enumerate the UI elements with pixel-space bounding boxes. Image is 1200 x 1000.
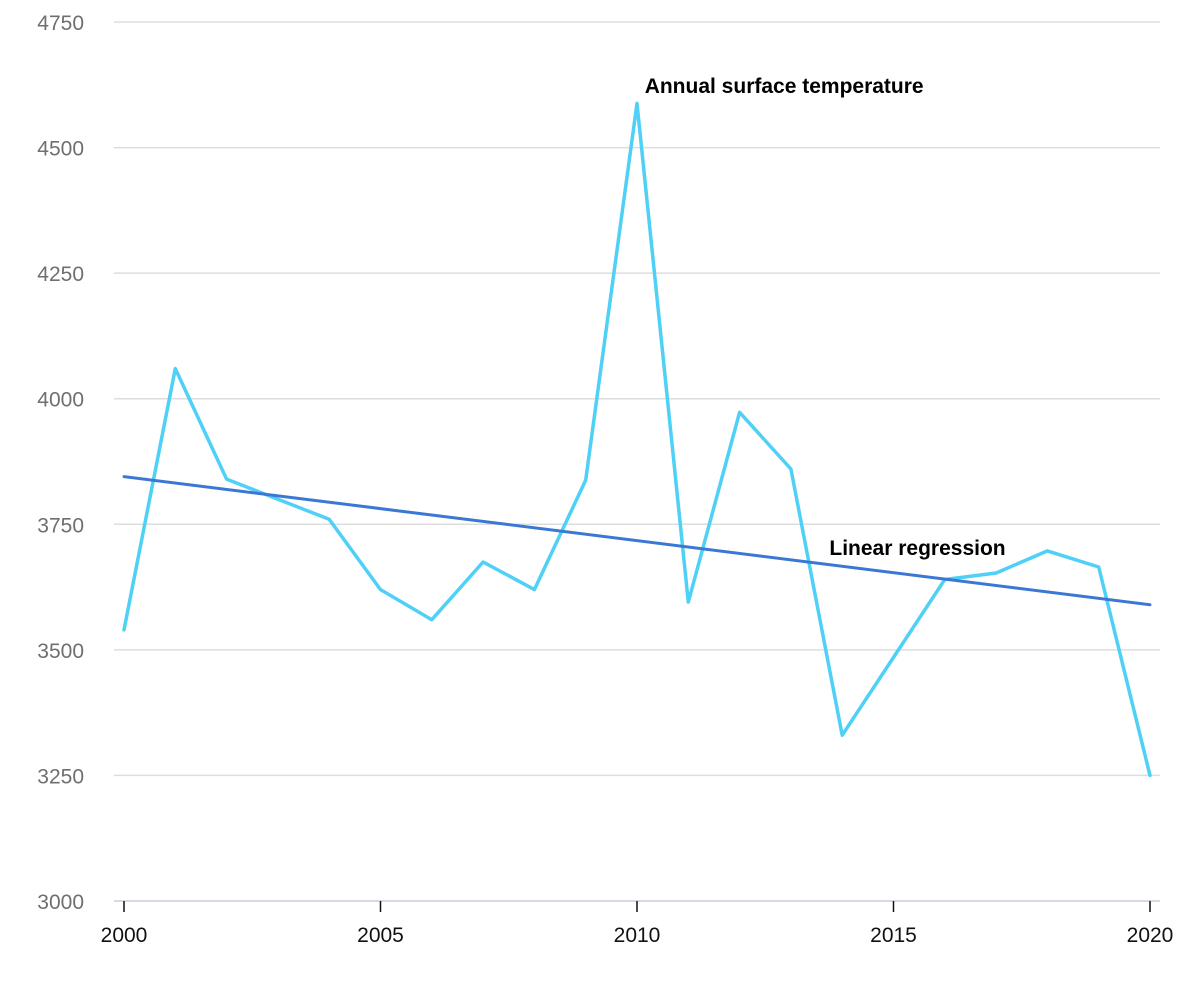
series-label-linear-regression: Linear regression <box>829 537 1005 560</box>
x-tick-label-2000: 2000 <box>101 924 148 947</box>
y-tick-label-3750: 3750 <box>37 514 84 537</box>
series-line-linear-regression <box>122 475 1152 607</box>
y-tick-label-4250: 4250 <box>37 263 84 286</box>
series-group <box>122 101 1152 778</box>
labels: Annual surface temperature Linear regress… <box>645 75 1006 560</box>
series-label-annual-surface-temperature: Annual surface temperature <box>645 75 924 98</box>
x-tick-label-2015: 2015 <box>870 924 917 947</box>
y-tick-label-3000: 3000 <box>37 891 84 914</box>
y-tick-label-3500: 3500 <box>37 640 84 663</box>
grid: 3000 3250 3500 3750 4000 4250 4500 4750 <box>37 12 1160 914</box>
x-axis: 2000 2005 2010 2015 2020 <box>101 900 1174 947</box>
y-tick-label-4000: 4000 <box>37 389 84 412</box>
x-tick-label-2010: 2010 <box>614 924 661 947</box>
series-line-annual-surface-temperature <box>122 101 1152 778</box>
x-tick-label-2020: 2020 <box>1127 924 1174 947</box>
y-tick-label-3250: 3250 <box>37 765 84 788</box>
x-tick-label-2005: 2005 <box>357 924 404 947</box>
y-tick-label-4750: 4750 <box>37 12 84 35</box>
y-tick-label-4500: 4500 <box>37 138 84 161</box>
